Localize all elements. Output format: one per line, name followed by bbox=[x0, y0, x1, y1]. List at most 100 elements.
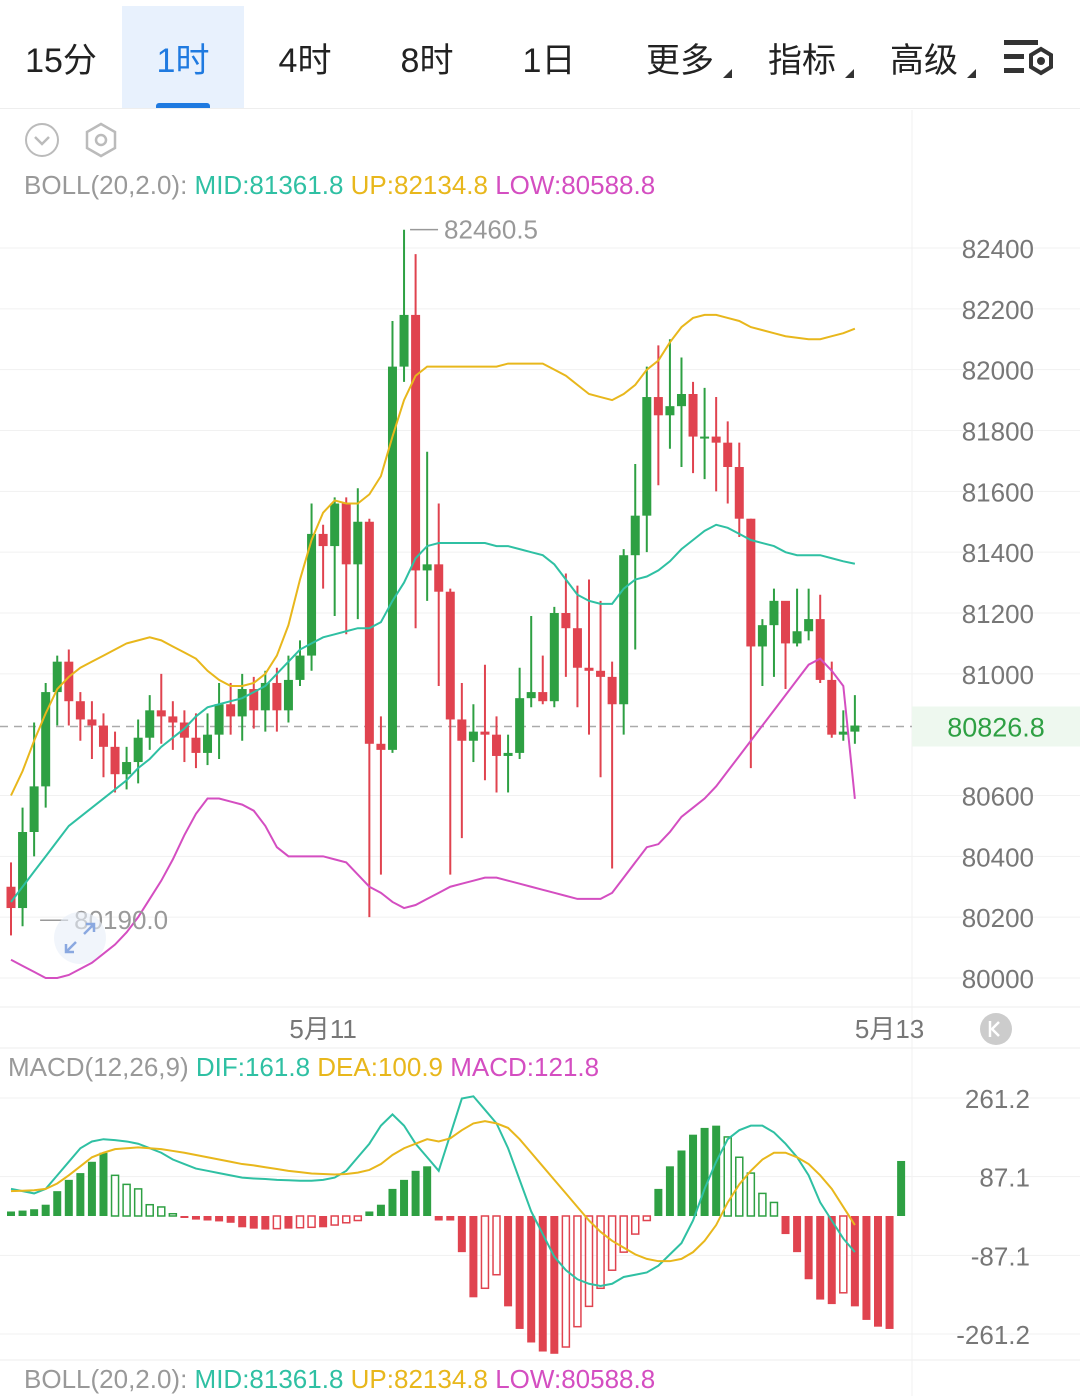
tab-1day[interactable]: 1日 bbox=[488, 6, 610, 108]
active-tab-indicator bbox=[156, 103, 210, 108]
tab-more[interactable]: 更多 bbox=[630, 6, 732, 108]
macd-histogram-bar bbox=[746, 1172, 756, 1217]
macd-histogram-bar bbox=[700, 1127, 709, 1216]
boll-mid-line bbox=[10, 523, 856, 903]
macd-dea-value: DEA:100.9 bbox=[317, 1052, 444, 1082]
macd-histogram-bar bbox=[87, 1161, 96, 1216]
boll-lower-line bbox=[10, 657, 856, 979]
candle-body bbox=[757, 625, 767, 647]
candle-body bbox=[804, 619, 814, 632]
candle-body bbox=[676, 394, 686, 407]
macd-histogram-bar bbox=[885, 1216, 894, 1329]
tab-indicators[interactable]: 指标 bbox=[752, 6, 854, 108]
candle-body bbox=[214, 704, 224, 735]
macd-histogram-bar bbox=[353, 1215, 363, 1222]
scroll-to-latest-icon[interactable] bbox=[980, 1013, 1012, 1045]
candle-body bbox=[387, 366, 397, 750]
macd-histogram-bar bbox=[99, 1152, 108, 1216]
candle-body bbox=[283, 679, 293, 711]
tab-8hour[interactable]: 8时 bbox=[366, 6, 488, 108]
candle-body bbox=[52, 661, 62, 693]
boll-upper-line bbox=[10, 313, 856, 796]
tab-1hour[interactable]: 1时 bbox=[122, 6, 244, 108]
candle-body bbox=[619, 555, 629, 705]
macd-histogram-bar bbox=[538, 1216, 547, 1352]
macd-tick-label: 87.1 bbox=[979, 1163, 1030, 1193]
date-tick-label: 5月11 bbox=[289, 1014, 356, 1044]
candle-body bbox=[630, 515, 640, 556]
candle-body bbox=[781, 600, 791, 644]
candle-body bbox=[179, 722, 189, 738]
high-marker-label: 82460.5 bbox=[444, 215, 538, 245]
chart-settings-icon[interactable] bbox=[1002, 36, 1056, 82]
candle-body bbox=[249, 689, 259, 711]
macd-histogram-bar bbox=[897, 1160, 906, 1216]
macd-histogram-bar bbox=[642, 1215, 652, 1222]
macd-histogram-bar bbox=[284, 1216, 293, 1229]
candle-body bbox=[87, 719, 97, 726]
tab-4hour[interactable]: 4时 bbox=[244, 6, 366, 108]
candle-body bbox=[6, 886, 16, 909]
candle-body bbox=[792, 631, 802, 644]
candle-body bbox=[457, 719, 467, 741]
macd-histogram-bar bbox=[411, 1170, 420, 1216]
candlestick-series bbox=[6, 229, 860, 936]
candle-body bbox=[330, 503, 340, 547]
candle-body bbox=[411, 314, 421, 571]
expand-arrows-icon[interactable] bbox=[54, 912, 106, 964]
macd-histogram-bar bbox=[330, 1215, 339, 1226]
macd-histogram-bar bbox=[446, 1216, 455, 1221]
candle-body bbox=[526, 692, 536, 699]
macd-histogram-bar bbox=[492, 1215, 501, 1276]
macd-legend: MACD(12,26,9) DIF:161.8 DEA:100.9 MACD:1… bbox=[8, 1052, 599, 1083]
macd-histogram-bar bbox=[874, 1216, 882, 1327]
macd-histogram-bar bbox=[434, 1216, 443, 1221]
macd-histogram-bar bbox=[53, 1191, 62, 1216]
macd-histogram-bar bbox=[261, 1216, 270, 1230]
price-tick-label: 81400 bbox=[962, 538, 1034, 568]
candle-body bbox=[492, 734, 502, 756]
price-tick-label: 82000 bbox=[962, 356, 1034, 386]
boll-label: BOLL(20,2.0): bbox=[24, 1364, 188, 1394]
expand-arrow-b-shaft bbox=[83, 923, 95, 935]
tab-advanced[interactable]: 高级 bbox=[874, 6, 976, 108]
macd-histogram-bar bbox=[596, 1215, 605, 1290]
chevron-down-circle-icon[interactable] bbox=[24, 122, 60, 158]
candle-body bbox=[815, 619, 825, 680]
macd-histogram-bar bbox=[157, 1206, 166, 1217]
candle-body bbox=[838, 731, 848, 735]
macd-histogram-bar bbox=[515, 1216, 524, 1329]
candle-body bbox=[168, 716, 178, 723]
candle-body bbox=[376, 743, 386, 750]
macd-histogram-bar bbox=[76, 1173, 85, 1216]
tab-15min[interactable]: 15分 bbox=[0, 6, 122, 108]
macd-histogram-bar bbox=[319, 1216, 328, 1228]
macd-dea-line bbox=[10, 1120, 856, 1263]
expand-icon-bg bbox=[54, 912, 106, 964]
candle-body bbox=[769, 600, 779, 626]
macd-histogram-bar bbox=[388, 1188, 397, 1216]
macd-histogram-bar bbox=[122, 1183, 131, 1217]
tab-label: 4时 bbox=[278, 41, 332, 80]
macd-histogram-bar bbox=[561, 1215, 571, 1348]
price-tick-label: 82200 bbox=[962, 295, 1034, 325]
candle-body bbox=[723, 442, 733, 467]
macd-histogram-bar bbox=[423, 1166, 432, 1216]
boll-mid-value: MID:81361.8 bbox=[194, 1364, 344, 1394]
macd-histogram-bar bbox=[723, 1136, 732, 1217]
candle-body bbox=[665, 406, 675, 416]
macd-histogram-bar bbox=[781, 1216, 790, 1235]
macd-histogram-bar bbox=[619, 1215, 628, 1253]
macd-histogram-bar bbox=[457, 1216, 466, 1253]
macd-tick-label: 261.2 bbox=[965, 1084, 1030, 1114]
macd-histogram-bar bbox=[133, 1188, 143, 1217]
hexagon-settings-icon[interactable] bbox=[83, 122, 119, 158]
macd-histogram-bar bbox=[527, 1216, 536, 1343]
price-tick-label: 81600 bbox=[962, 477, 1034, 507]
macd-histogram-bar bbox=[226, 1216, 235, 1223]
tab-label: 1时 bbox=[156, 41, 210, 80]
macd-histogram-bar bbox=[376, 1204, 385, 1216]
tab-label: 指标 bbox=[768, 41, 836, 80]
candle-body bbox=[827, 679, 837, 735]
